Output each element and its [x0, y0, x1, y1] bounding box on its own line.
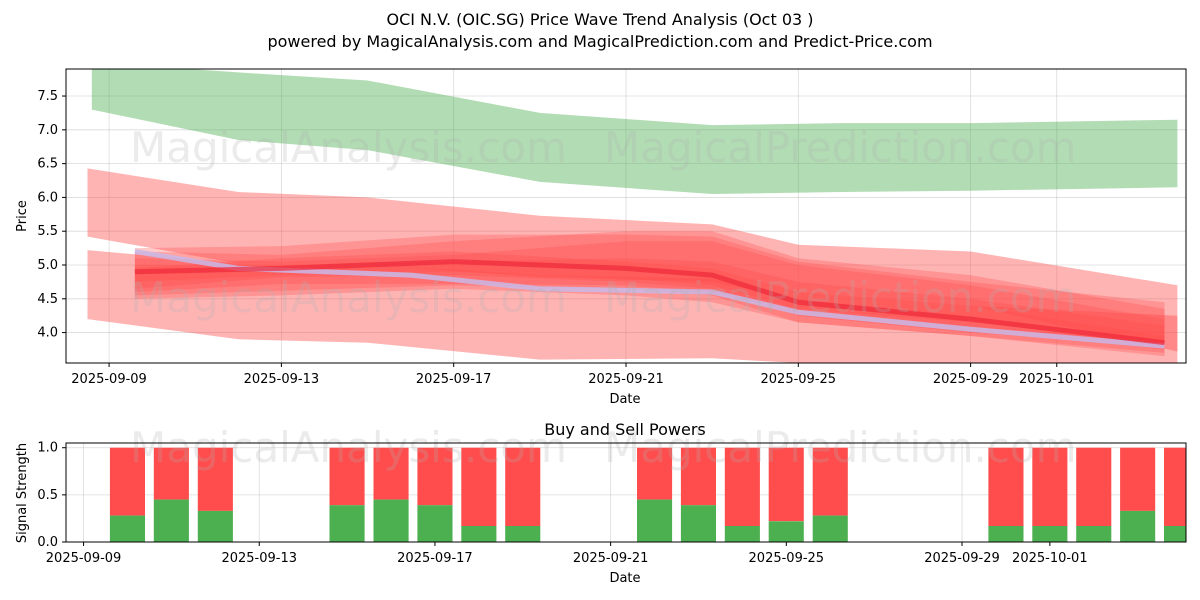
- sell-power-bar: [329, 447, 365, 506]
- band-red-lower: [87, 250, 1178, 363]
- price-y-tick-label: 4.0: [37, 326, 58, 341]
- sell-power-bar: [680, 447, 716, 506]
- buy-power-bar: [988, 526, 1024, 542]
- buy-power-bar: [724, 526, 760, 542]
- band-wave-4: [134, 258, 1165, 353]
- watermark-3: MagicalAnalysis.com: [130, 273, 567, 322]
- sell-power-bar: [637, 447, 673, 500]
- signal-y-label: Signal Strength: [15, 443, 30, 543]
- price-x-tick-label: 2025-09-21: [588, 372, 664, 387]
- buy-power-bar: [1076, 526, 1112, 542]
- sell-power-bar: [417, 447, 453, 506]
- signal-x-tick-label: 2025-09-17: [397, 551, 473, 566]
- buy-power-bar: [1164, 526, 1186, 542]
- sell-power-bar: [988, 447, 1024, 526]
- price-x-label: Date: [609, 392, 640, 407]
- signal-plot-frame: [65, 442, 1187, 543]
- buy-power-bar: [1120, 510, 1156, 542]
- price-x-tick-label: 2025-09-29: [933, 372, 1009, 387]
- price-y-tick-label: 7.5: [37, 89, 58, 104]
- chart-subtitle: powered by MagicalAnalysis.com and Magic…: [267, 32, 932, 51]
- buy-power-bar: [505, 526, 541, 542]
- chart-title: OCI N.V. (OIC.SG) Price Wave Trend Analy…: [386, 10, 813, 29]
- price-y-tick-label: 6.0: [37, 190, 58, 205]
- sell-power-bar: [373, 447, 409, 500]
- price-y-tick-label: 4.5: [37, 292, 58, 307]
- signal-x-tick-label: 2025-09-29: [924, 551, 1000, 566]
- signal-x-tick-label: 2025-09-13: [221, 551, 297, 566]
- sell-power-bar: [1076, 447, 1112, 526]
- band-wave-2: [134, 231, 1165, 350]
- watermark-5: MagicalAnalysis.com: [130, 423, 567, 472]
- buy-power-bar: [768, 521, 804, 542]
- sell-power-bar: [768, 447, 804, 522]
- price-y-tick-label: 5.0: [37, 258, 58, 273]
- sell-power-bar: [1032, 447, 1068, 526]
- signal-x-tick-label: 2025-09-09: [46, 551, 122, 566]
- watermark-6: MagicalPrediction.com: [604, 423, 1077, 472]
- sell-power-bar: [461, 447, 497, 526]
- sell-power-bar: [812, 447, 848, 516]
- sell-power-bar: [505, 447, 541, 526]
- price-y-ticks: 4.0 4.5 5.0 5.5 6.0 6.5 7.0 7.5: [37, 89, 66, 341]
- price-grid: [66, 69, 1186, 363]
- price-y-tick-label: 6.5: [37, 157, 58, 172]
- buy-power-bar: [329, 505, 365, 542]
- buy-power-bar: [680, 505, 716, 542]
- watermark-2: MagicalPrediction.com: [604, 123, 1077, 172]
- band-red-upper: [87, 168, 1178, 352]
- buy-power-bar: [637, 499, 673, 542]
- signal-y-tick-label: 1.0: [37, 441, 58, 456]
- signal-y-tick-label: 0.0: [37, 535, 58, 550]
- line-red-trend: [134, 259, 1165, 346]
- signal-x-label: Date: [609, 571, 640, 586]
- sell-power-bar: [197, 447, 233, 511]
- signal-bars: [109, 447, 1186, 542]
- signal-x-tick-label: 2025-09-25: [749, 551, 825, 566]
- watermark-4: MagicalPrediction.com: [604, 273, 1077, 322]
- band-upper: [91, 69, 1178, 194]
- signal-y-tick-label: 0.5: [37, 488, 58, 503]
- price-x-tick-label: 2025-09-13: [244, 372, 320, 387]
- signal-y-ticks: 0.0 0.5 1.0: [37, 441, 66, 550]
- signal-x-ticks: 2025-09-09 2025-09-13 2025-09-17 2025-09-21…: [46, 542, 1088, 566]
- sell-power-bar: [724, 447, 760, 526]
- price-x-tick-label: 2025-09-09: [71, 372, 147, 387]
- sell-power-bar: [1120, 447, 1156, 511]
- price-y-label: Price: [15, 200, 30, 232]
- buy-power-bar: [1032, 526, 1068, 542]
- signal-x-tick-label: 2025-09-21: [573, 551, 649, 566]
- buy-sell-title: Buy and Sell Powers: [544, 420, 706, 439]
- watermark-1: MagicalAnalysis.com: [130, 123, 567, 172]
- buy-power-bar: [373, 499, 409, 542]
- price-y-tick-label: 7.0: [37, 123, 58, 138]
- price-wave-chart: MagicalAnalysis.com MagicalPrediction.co…: [15, 68, 1187, 407]
- buy-power-bar: [812, 515, 848, 542]
- buy-power-bar: [197, 510, 233, 542]
- buy-power-bar: [153, 499, 189, 542]
- sell-power-bar: [1164, 447, 1186, 526]
- buy-power-bar: [417, 505, 453, 542]
- price-x-tick-label: 2025-09-25: [761, 372, 837, 387]
- price-x-tick-label: 2025-10-01: [1019, 372, 1095, 387]
- buy-power-bar: [109, 515, 145, 542]
- sell-power-bar: [153, 447, 189, 500]
- sell-power-bar: [109, 447, 145, 516]
- trend-lines: [134, 249, 1165, 349]
- price-x-ticks: 2025-09-09 2025-09-13 2025-09-17 2025-09-21…: [71, 363, 1095, 387]
- signal-x-tick-label: 2025-10-01: [1012, 551, 1088, 566]
- buy-sell-chart: Buy and Sell Powers MagicalAnalysis.com …: [15, 420, 1187, 586]
- price-y-tick-label: 5.5: [37, 224, 58, 239]
- band-wave-3: [134, 241, 1165, 347]
- price-x-tick-label: 2025-09-17: [416, 372, 492, 387]
- buy-power-bar: [461, 526, 497, 542]
